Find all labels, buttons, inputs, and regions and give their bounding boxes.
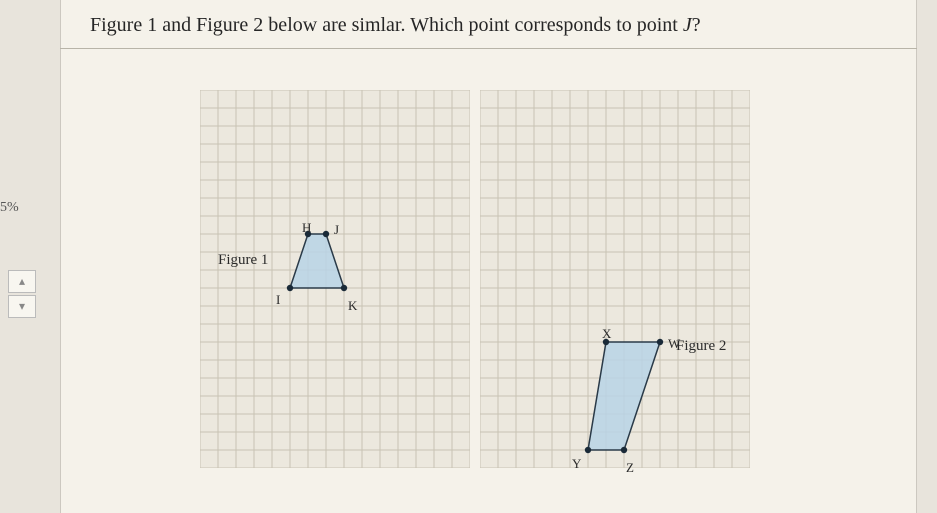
scroll-arrows: ▴ ▾ [8, 270, 36, 320]
point-label-i: I [276, 292, 280, 308]
point-label-h: H [302, 220, 311, 236]
point-label-x: X [602, 326, 611, 342]
point-label-j: J [334, 222, 339, 238]
progress-label: 5% [0, 200, 19, 216]
question-suffix: ? [692, 14, 701, 36]
figure-2-label: Figure 2 [676, 338, 726, 355]
figure-1-label: Figure 1 [218, 252, 268, 269]
question-text: Figure 1 and Figure 2 below are simlar. … [90, 14, 897, 37]
divider [60, 48, 917, 49]
question-var: J [683, 14, 692, 36]
question-mid: lar. Which point corresponds to point [381, 14, 683, 36]
point-label-k: K [348, 298, 357, 314]
point-label-z: Z [626, 460, 634, 476]
grid-figure-1: H J K I Figure 1 [200, 90, 470, 468]
grid-figure-2: XWZYFigure 2 [480, 90, 750, 468]
grids-container: H J K I Figure 1 XWZYFigure 2 [200, 90, 760, 490]
point-label-y: Y [572, 456, 581, 472]
scroll-down-button[interactable]: ▾ [8, 295, 36, 318]
question-prefix: Figure 1 and Figure 2 below are sim [90, 14, 381, 36]
scroll-up-button[interactable]: ▴ [8, 270, 36, 293]
